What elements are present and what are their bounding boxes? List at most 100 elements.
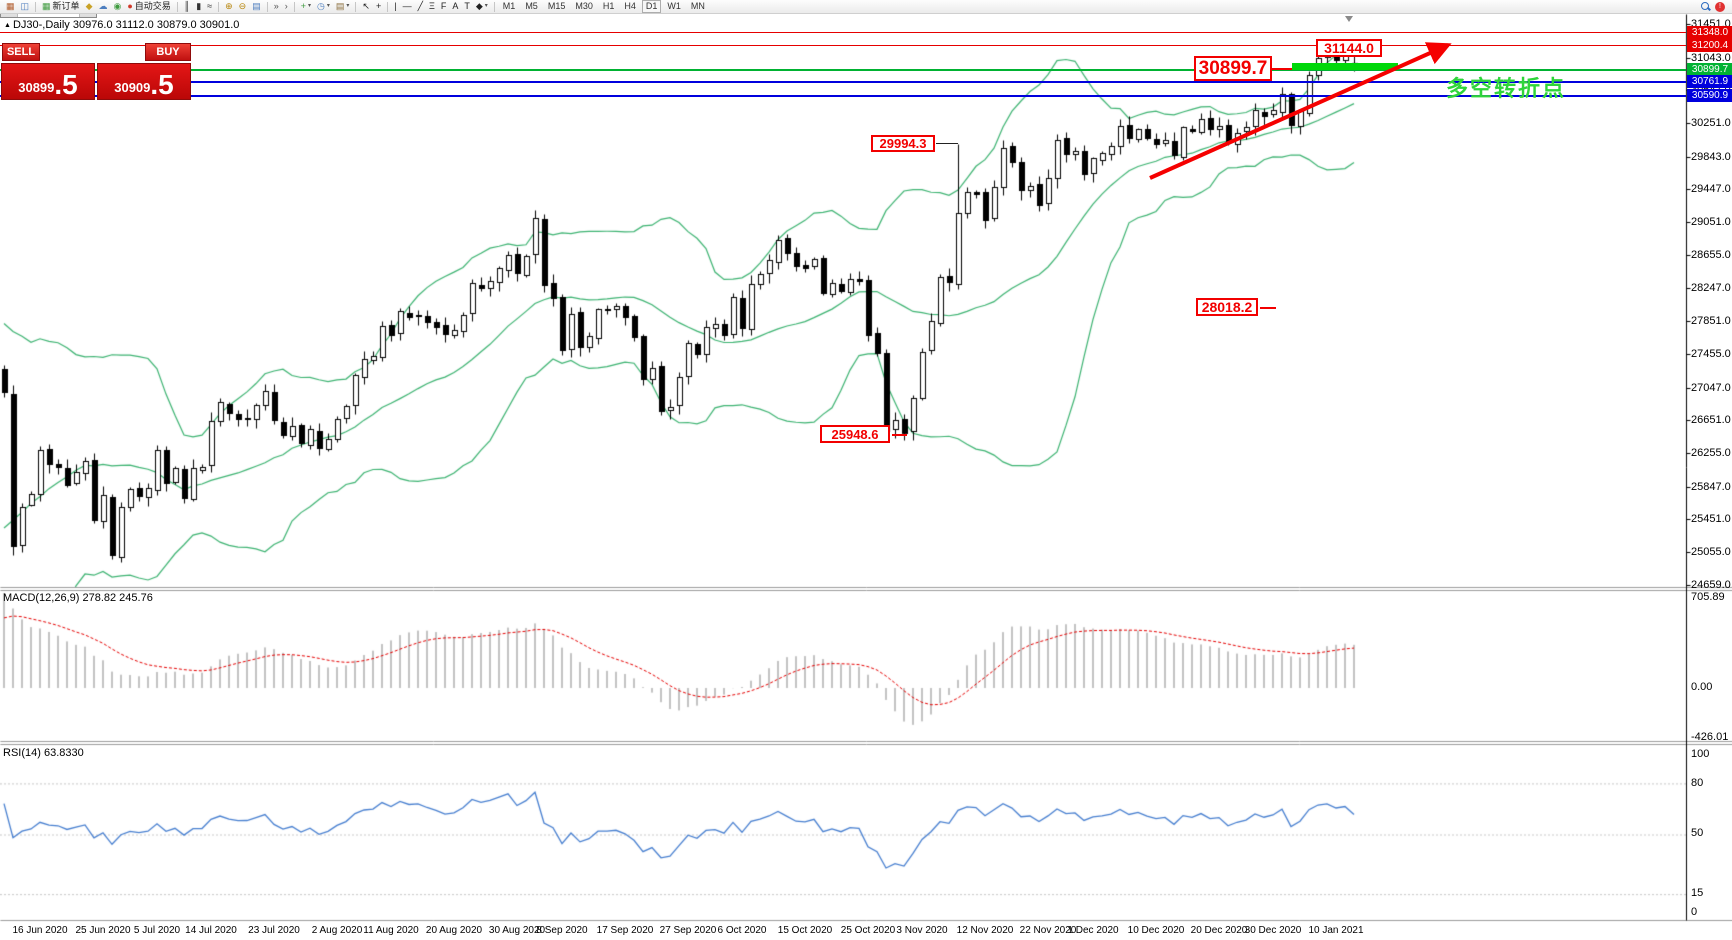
- auto-trading-button[interactable]: ● 自动交易: [124, 0, 173, 14]
- timeframe-m15[interactable]: M15: [547, 1, 566, 11]
- text-label-button[interactable]: T: [461, 0, 473, 14]
- rsi-label: RSI(14) 63.8330: [3, 747, 84, 759]
- price-badge-30761.9: 30761.9: [1687, 75, 1732, 88]
- toolbar-separator: [493, 1, 495, 12]
- buy-button[interactable]: BUY: [145, 43, 191, 61]
- indicators-button[interactable]: + ▾: [298, 0, 314, 14]
- tile-windows-button[interactable]: ▤: [249, 0, 264, 14]
- macd-axis-max: 705.89: [1691, 591, 1725, 603]
- annotation-leader: [936, 143, 958, 144]
- crosshair-button[interactable]: +: [373, 0, 384, 14]
- chart-shift-button[interactable]: ›: [282, 0, 291, 14]
- label-25948[interactable]: 25948.6: [820, 425, 890, 443]
- text-label-icon: T: [464, 1, 470, 11]
- macd-axis-min: -426.01: [1691, 731, 1729, 743]
- toolbar-separator: [218, 1, 220, 12]
- bid-price[interactable]: 30899.5: [1, 63, 95, 100]
- timeframe-mn[interactable]: MN: [690, 1, 705, 11]
- search-icon[interactable]: [1701, 1, 1711, 12]
- horizontal-level-31348.0[interactable]: [0, 32, 1686, 33]
- timeframe-h4[interactable]: H4: [624, 1, 636, 11]
- trendline-button[interactable]: ╱: [415, 0, 426, 14]
- new-chart-button[interactable]: ▦: [3, 0, 18, 14]
- toolbar-separator: [387, 1, 389, 12]
- horizontal-level-30761.9[interactable]: [0, 81, 1686, 83]
- label-30899[interactable]: 30899.7: [1194, 56, 1272, 81]
- date-label: 3 Nov 2020: [896, 925, 948, 936]
- price-badge-31348.0: 31348.0: [1687, 26, 1732, 39]
- crosshair-icon: +: [375, 1, 382, 11]
- date-label: 25 Oct 2020: [840, 925, 896, 936]
- price-badge-30590.9: 30590.9: [1687, 89, 1732, 102]
- chart-profiles-button[interactable]: ◫: [18, 0, 33, 14]
- history-center-button[interactable]: ◆: [83, 0, 96, 14]
- price-tick: 28655.0: [1691, 249, 1731, 261]
- auto-scroll-button[interactable]: »: [271, 0, 282, 14]
- periods-icon: ◷: [317, 1, 325, 11]
- horizontal-level-31200.4[interactable]: [0, 45, 1686, 46]
- toolbar-right: !: [1701, 1, 1729, 12]
- date-label: 23 Jul 2020: [248, 925, 300, 936]
- ask-price[interactable]: 30909.5: [97, 63, 191, 100]
- chevron-down-icon: ▾: [307, 3, 311, 9]
- community-icon[interactable]: !: [1715, 1, 1725, 12]
- templates-button[interactable]: ▤ ▾: [333, 0, 353, 14]
- date-label: 1 Dec 2020: [1067, 925, 1119, 936]
- date-label: 10 Jan 2021: [1308, 925, 1364, 936]
- arrows-button[interactable]: ◆ ▾: [473, 0, 491, 14]
- line-chart-mode-button[interactable]: ≈: [204, 0, 215, 14]
- auto-scroll-icon: »: [273, 1, 279, 11]
- periods-button[interactable]: ◷ ▾: [314, 0, 333, 14]
- timeframe-m30[interactable]: M30: [575, 1, 593, 11]
- label-28018[interactable]: 28018.2: [1196, 298, 1258, 316]
- date-label: 16 Jun 2020: [12, 925, 68, 936]
- timeframe-h1[interactable]: H1: [602, 1, 615, 11]
- timeframe-d1[interactable]: D1: [641, 0, 662, 13]
- trend-note-text[interactable]: 多空转折点: [1446, 76, 1567, 101]
- horizontal-level-30899.7[interactable]: [0, 69, 1686, 71]
- horizontal-line-button[interactable]: —: [400, 0, 415, 14]
- zoom-out-button[interactable]: ⊖: [236, 0, 250, 14]
- price-tick: 31043.0: [1691, 52, 1731, 64]
- support-highlight-bar[interactable]: [1292, 63, 1398, 70]
- candle-chart-mode-icon: ▮: [196, 1, 202, 11]
- text-icon: A: [452, 1, 459, 11]
- arrows-icon: ◆: [475, 1, 483, 11]
- date-label: 30 Aug 2020: [488, 925, 546, 936]
- new-order-icon: ▦: [42, 1, 51, 11]
- price-tick: 28247.0: [1691, 282, 1731, 294]
- horizontal-level-30590.9[interactable]: [0, 95, 1686, 97]
- cursor-icon: ↖: [362, 1, 370, 11]
- chevron-down-icon: ▾: [326, 3, 330, 9]
- fibonacci-button[interactable]: Ξ: [426, 0, 438, 14]
- bar-chart-mode-button[interactable]: ║: [181, 0, 193, 14]
- signals-button[interactable]: ◉: [110, 0, 124, 14]
- timeframe-w1[interactable]: W1: [667, 1, 681, 11]
- label-29994[interactable]: 29994.3: [871, 135, 935, 152]
- indicators-icon: +: [300, 1, 306, 11]
- bar-chart-mode-icon: ║: [183, 1, 191, 11]
- chart-shift-marker: [1345, 16, 1353, 22]
- vertical-line-button[interactable]: |: [391, 0, 399, 14]
- timeframe-m1[interactable]: M1: [502, 1, 516, 11]
- sell-button[interactable]: SELL: [2, 43, 40, 61]
- label-31144[interactable]: 31144.0: [1316, 39, 1382, 57]
- date-label: 27 Sep 2020: [659, 925, 717, 936]
- price-tick: 25451.0: [1691, 513, 1731, 525]
- zoom-in-button[interactable]: ⊕: [222, 0, 236, 14]
- new-order-button[interactable]: ▦ 新订单: [39, 0, 83, 14]
- cursor-button[interactable]: ↖: [359, 0, 373, 14]
- price-tick: 27047.0: [1691, 382, 1731, 394]
- text-button[interactable]: A: [449, 0, 461, 14]
- timeframe-m5[interactable]: M5: [525, 1, 538, 11]
- date-label: 5 Jul 2020: [133, 925, 181, 936]
- chart-icon: ▲: [4, 22, 11, 29]
- candle-chart-mode-button[interactable]: ▮: [193, 0, 204, 14]
- date-label: 15 Oct 2020: [777, 925, 833, 936]
- fibo-tools-button[interactable]: F: [438, 0, 450, 14]
- global-market-button[interactable]: ☁: [95, 0, 110, 14]
- date-label: 22 Nov 2020: [1019, 925, 1077, 936]
- templates-icon: ▤: [335, 1, 345, 11]
